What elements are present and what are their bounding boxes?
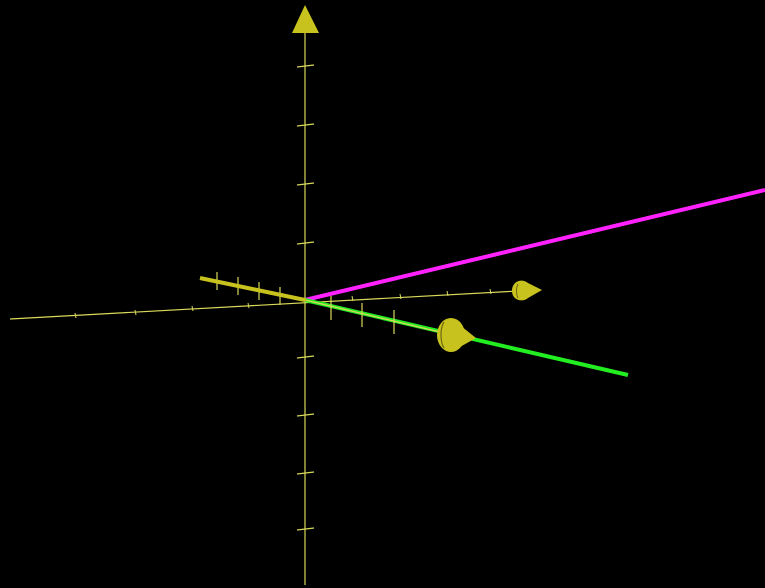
horizontal-axis-tick [74, 312, 77, 319]
depth-axis [216, 272, 476, 352]
vertical-axis-tick [296, 413, 315, 417]
vertical-axis-arrowhead [292, 5, 319, 33]
vertical-axis-tick [296, 64, 315, 68]
horizontal-axis-tick [446, 290, 449, 297]
vertical-axis-tick [296, 123, 315, 127]
depth-axis-arrowhead [437, 318, 476, 352]
magenta-vector [304, 188, 765, 302]
vertical-axis-tick [296, 355, 315, 359]
vertical-axis-tick [296, 241, 315, 245]
horizontal-axis-tick [489, 288, 492, 295]
horizontal-axis-ticks [74, 288, 492, 319]
horizontal-axis-tick [399, 293, 402, 300]
horizontal-axis-tick [191, 305, 194, 312]
vertical-axis-ticks [296, 64, 315, 531]
yellow-vector [199, 276, 306, 302]
vertical-axis-tick [296, 471, 315, 475]
origin-point [303, 298, 307, 302]
horizontal-axis-tick [351, 295, 354, 302]
horizontal-axis [9, 280, 542, 320]
depth-axis-line [304, 299, 441, 333]
vertical-axis-tick [296, 182, 315, 186]
vertical-axis [292, 5, 319, 585]
horizontal-axis-line [9, 290, 519, 320]
horizontal-axis-arrowhead [512, 280, 542, 301]
horizontal-axis-tick [134, 309, 137, 316]
horizontal-axis-tick [247, 302, 250, 309]
vertical-axis-tick [296, 527, 315, 531]
